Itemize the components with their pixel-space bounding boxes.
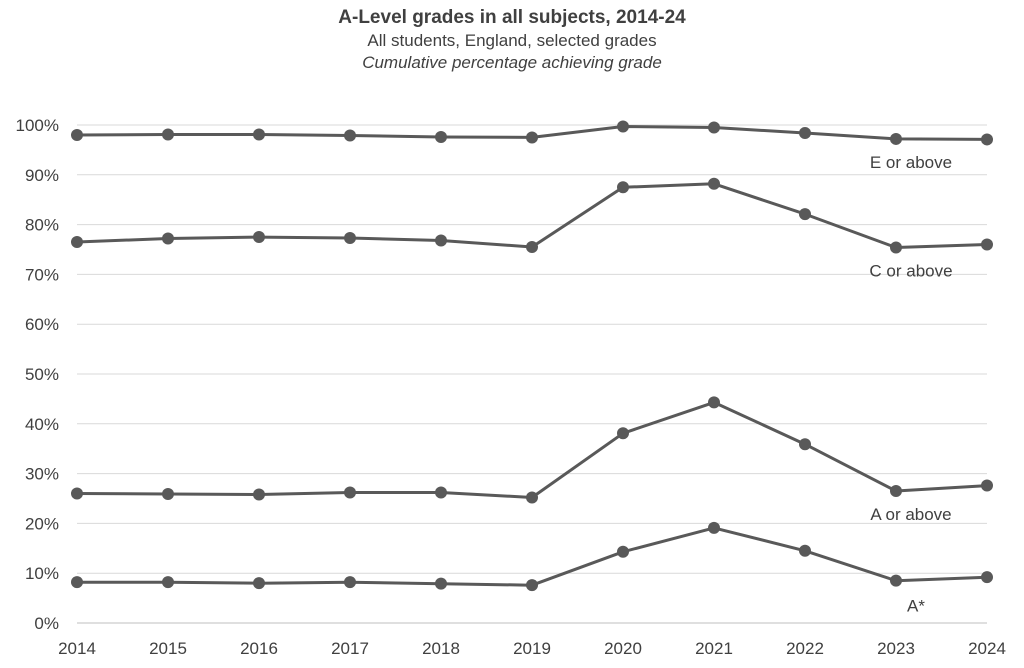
x-tick-label: 2014 bbox=[58, 639, 96, 658]
data-point bbox=[344, 486, 356, 499]
data-point bbox=[71, 236, 83, 249]
data-point bbox=[435, 130, 447, 143]
data-point bbox=[253, 577, 265, 590]
data-point bbox=[162, 488, 174, 501]
data-point bbox=[708, 396, 720, 409]
x-tick-label: 2015 bbox=[149, 639, 187, 658]
data-point bbox=[617, 120, 629, 133]
data-point bbox=[981, 238, 993, 251]
y-tick-label: 10% bbox=[25, 564, 59, 583]
data-point bbox=[799, 544, 811, 557]
data-point bbox=[435, 577, 447, 590]
data-point bbox=[71, 487, 83, 500]
data-point bbox=[526, 579, 538, 592]
y-tick-label: 40% bbox=[25, 415, 59, 434]
data-point bbox=[981, 133, 993, 146]
x-tick-label: 2016 bbox=[240, 639, 278, 658]
x-tick-label: 2018 bbox=[422, 639, 460, 658]
y-tick-label: 20% bbox=[25, 514, 59, 533]
data-point bbox=[890, 132, 902, 145]
chart-titles: A-Level grades in all subjects, 2014-24 … bbox=[0, 6, 1024, 74]
y-tick-label: 50% bbox=[25, 365, 59, 384]
series-line bbox=[76, 400, 988, 499]
x-tick-label: 2017 bbox=[331, 639, 369, 658]
x-tick-label: 2021 bbox=[695, 639, 733, 658]
y-tick-label: 0% bbox=[34, 614, 59, 633]
data-point bbox=[344, 576, 356, 589]
data-point bbox=[435, 486, 447, 499]
data-point bbox=[253, 128, 265, 141]
series-label: A* bbox=[907, 597, 925, 616]
data-point bbox=[253, 231, 265, 244]
chart-subtitle-italic: Cumulative percentage achieving grade bbox=[362, 53, 662, 72]
data-point bbox=[890, 485, 902, 498]
series-label: E or above bbox=[870, 153, 952, 172]
data-point bbox=[708, 177, 720, 190]
data-point bbox=[526, 131, 538, 144]
data-point bbox=[799, 126, 811, 139]
y-tick-label: 30% bbox=[25, 465, 59, 484]
data-point bbox=[71, 576, 83, 589]
x-tick-label: 2024 bbox=[968, 639, 1006, 658]
series-line bbox=[76, 182, 988, 249]
x-tick-label: 2020 bbox=[604, 639, 642, 658]
y-tick-label: 80% bbox=[25, 216, 59, 235]
chart-subtitle: All students, England, selected grades bbox=[367, 31, 657, 50]
data-point bbox=[162, 128, 174, 141]
data-point bbox=[890, 574, 902, 587]
data-point bbox=[617, 181, 629, 194]
data-point bbox=[526, 491, 538, 504]
data-point bbox=[344, 129, 356, 142]
y-tick-label: 70% bbox=[25, 265, 59, 284]
data-point bbox=[799, 438, 811, 451]
x-tick-label: 2019 bbox=[513, 639, 551, 658]
y-tick-label: 60% bbox=[25, 315, 59, 334]
data-point bbox=[71, 128, 83, 141]
series-label: A or above bbox=[870, 505, 951, 524]
series-line bbox=[77, 526, 988, 587]
data-point bbox=[981, 571, 993, 584]
series-label: C or above bbox=[869, 262, 952, 281]
data-point bbox=[617, 427, 629, 440]
y-tick-label: 100% bbox=[16, 116, 59, 135]
data-point bbox=[162, 576, 174, 589]
data-point bbox=[799, 208, 811, 221]
data-point bbox=[526, 241, 538, 254]
x-tick-label: 2023 bbox=[877, 639, 915, 658]
data-point bbox=[981, 479, 993, 492]
data-point bbox=[708, 521, 720, 534]
data-point bbox=[162, 232, 174, 245]
data-point bbox=[344, 232, 356, 245]
data-point bbox=[435, 234, 447, 247]
chart-title: A-Level grades in all subjects, 2014-24 bbox=[338, 7, 686, 28]
x-tick-label: 2022 bbox=[786, 639, 824, 658]
y-tick-label: 90% bbox=[25, 166, 59, 185]
data-point bbox=[890, 241, 902, 254]
data-point bbox=[253, 488, 265, 501]
data-point bbox=[617, 545, 629, 558]
data-point bbox=[708, 121, 720, 134]
